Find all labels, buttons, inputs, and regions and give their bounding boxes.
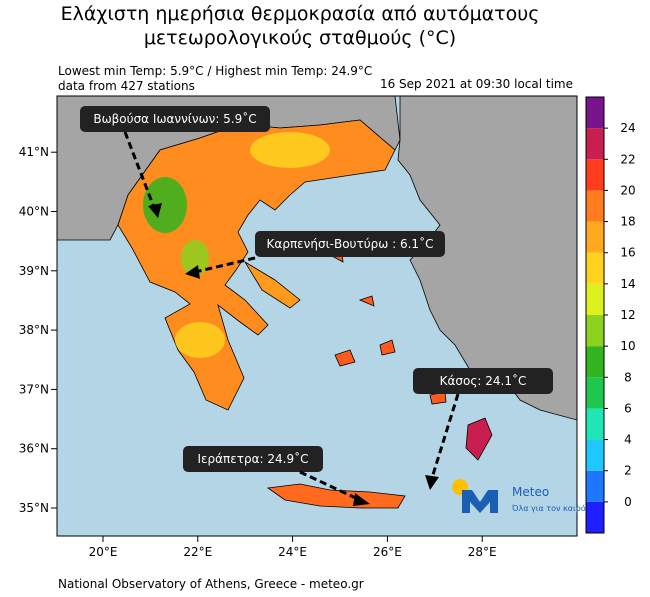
lat-label: 36°N	[19, 442, 49, 456]
colorbar-label: 2	[624, 464, 632, 478]
cool-patch	[181, 240, 209, 276]
colorbar-band	[586, 315, 604, 347]
callout-text: Ιεράπετρα: 24.9˚C	[198, 451, 309, 466]
colorbar-label: 0	[624, 495, 632, 509]
colorbar-label: 4	[624, 433, 632, 447]
colorbar-label: 6	[624, 401, 632, 415]
colorbar-label: 16	[620, 246, 635, 260]
colorbar-band	[586, 346, 604, 378]
islands	[328, 251, 447, 405]
colorbar-label: 20	[620, 183, 635, 197]
arrow	[430, 393, 460, 479]
map: 41°N 40°N 39°N 38°N 37°N 36°N 35°N 20°E 22°E 24°E…	[19, 95, 586, 559]
lat-label: 41°N	[19, 145, 49, 159]
lat-label: 35°N	[19, 501, 49, 515]
colorbar-band	[586, 159, 604, 191]
logo: Meteo Όλα για τον καιρό	[452, 479, 586, 513]
callout: Καρπενήσι-Βουτύρω : 6.1˚C	[185, 231, 445, 279]
lat-label: 38°N	[19, 323, 49, 337]
stats: Lowest min Temp: 5.9°C / Highest min Tem…	[58, 64, 372, 78]
temperature-patches	[143, 132, 330, 358]
callout-text: Βωβούσα Ιωαννίνων: 5.9˚C	[93, 111, 256, 126]
colorbar-band	[586, 377, 604, 409]
lat-label: 37°N	[19, 382, 49, 396]
crete	[266, 483, 406, 509]
euboea	[244, 261, 301, 309]
colorbar-band	[586, 501, 604, 533]
colorbar-label: 18	[620, 215, 635, 229]
arrowhead	[185, 265, 200, 279]
colorbar-band	[586, 439, 604, 471]
callout-text: Κάσος: 24.1˚C	[440, 373, 527, 388]
lat-label: 40°N	[19, 205, 49, 219]
callout: Κάσος: 24.1˚C	[413, 368, 553, 490]
logo-mark	[462, 490, 498, 513]
colorbar-label: 12	[620, 308, 635, 322]
colorbar-band	[586, 470, 604, 502]
lon-label: 28°E	[468, 545, 497, 559]
arrow	[299, 470, 361, 502]
land-east	[397, 96, 577, 421]
logo-tagline: Όλα για τον καιρό	[511, 503, 586, 513]
colorbar-label: 24	[620, 121, 635, 135]
lon-label: 20°E	[89, 545, 118, 559]
callout-box	[183, 446, 323, 472]
colorbar-band	[586, 252, 604, 284]
mild-patch	[250, 132, 330, 168]
colorbar-label: 10	[620, 339, 635, 353]
callout-box	[413, 368, 553, 394]
colorbar-band	[586, 408, 604, 440]
colorbar-band	[586, 221, 604, 253]
title-line: Ελάχιστη ημερήσια θερμοκρασία από αυτόμα…	[61, 3, 540, 25]
callout-text: Καρπενήσι-Βουτύρω : 6.1˚C	[267, 236, 434, 251]
title-line: μετεωρολογικούς σταθμούς (°C)	[144, 27, 456, 49]
cold-patch	[143, 177, 187, 233]
arrow	[123, 131, 157, 211]
stations: data from 427 stations	[58, 79, 195, 93]
arrowhead	[148, 203, 162, 218]
arrowhead	[353, 493, 370, 506]
callout-box	[80, 106, 270, 132]
lon-label: 26°E	[373, 545, 402, 559]
mild-patch	[175, 322, 225, 358]
lon-label: 24°E	[278, 545, 307, 559]
arrowhead	[425, 475, 439, 490]
timestamp: 16 Sep 2021 at 09:30 local time	[380, 77, 573, 91]
lon-label: 22°E	[183, 545, 212, 559]
colorbar-band	[586, 283, 604, 315]
rhodes	[465, 417, 493, 461]
callout: Ιεράπετρα: 24.9˚C	[183, 446, 370, 506]
map-frame	[56, 95, 578, 537]
colorbar-band	[586, 128, 604, 160]
colorbar-band	[586, 190, 604, 222]
colorbar-label: 8	[624, 370, 632, 384]
callout: Βωβούσα Ιωαννίνων: 5.9˚C	[80, 106, 270, 218]
lat-label: 39°N	[19, 264, 49, 278]
colorbar-band	[586, 97, 604, 129]
footer: National Observatory of Athens, Greece -…	[58, 577, 364, 591]
colorbar-label: 22	[620, 152, 635, 166]
callout-box	[255, 231, 445, 257]
logo-name: Meteo	[512, 485, 549, 499]
colorbar-label: 14	[620, 277, 635, 291]
